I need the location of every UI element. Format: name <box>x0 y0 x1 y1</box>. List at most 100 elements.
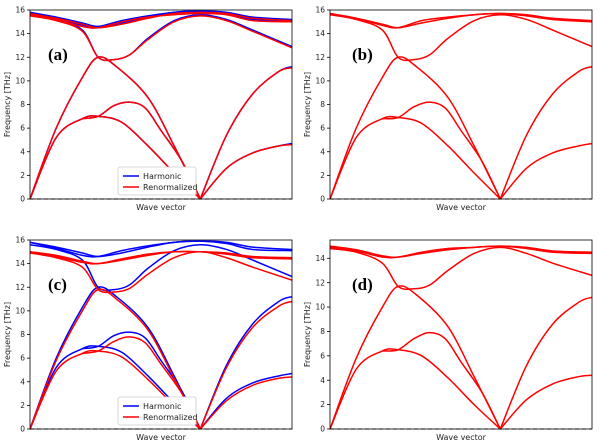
band-line-series-6 <box>499 65 592 199</box>
x-axis-label: Wave vector <box>136 203 187 212</box>
y-tick-label: 16 <box>315 6 325 15</box>
panel-c: 0 2 4 6 8 10 12 14 16 Frequency [THz] Wave vector (… <box>3 236 293 442</box>
band-line-renormalized-3 <box>30 250 292 265</box>
y-tick-label: 4 <box>320 376 325 385</box>
axes-frame <box>29 239 293 430</box>
band-line-series-7 <box>499 374 592 429</box>
legend-label: Renormalized <box>143 183 198 192</box>
band-line-renormalized-6 <box>199 300 292 429</box>
band-line-harmonic-7 <box>199 372 292 429</box>
y-tick-label: 4 <box>20 147 25 156</box>
panel-label: (a) <box>48 45 68 64</box>
band-line-renormalized-2 <box>81 101 202 199</box>
y-axis-label: Frequency [THz] <box>3 302 12 367</box>
panel-d: 0 2 4 6 8 10 12 14 Frequency [THz] Wave vector (d) <box>303 239 593 442</box>
legend-label: Renormalized <box>143 413 198 422</box>
band-line-harmonic-2 <box>81 331 202 429</box>
y-tick-label: 0 <box>20 195 25 204</box>
legend-label: Harmonic <box>143 172 181 181</box>
y-tick-label: 6 <box>320 124 325 133</box>
y-tick-label: 14 <box>315 254 325 263</box>
bands <box>330 12 592 199</box>
band-line-series-6 <box>499 296 592 429</box>
y-tick-label: 8 <box>320 100 325 109</box>
y-tick-label: 4 <box>320 147 325 156</box>
y-tick-label: 14 <box>15 29 25 38</box>
y-tick-label: 12 <box>15 53 25 62</box>
y-tick-label: 4 <box>20 377 25 386</box>
band-line-harmonic-4 <box>30 240 292 258</box>
band-line-series-1 <box>330 285 502 429</box>
band-line-renormalized-7 <box>199 376 292 429</box>
y-axis-label: Frequency [THz] <box>303 72 312 137</box>
legend-box <box>117 396 197 426</box>
y-tick-label: 8 <box>20 100 25 109</box>
band-line-series-0 <box>330 115 502 199</box>
band-line-series-0 <box>330 348 502 429</box>
band-line-series-3 <box>330 12 592 29</box>
y-tick-label: 14 <box>15 259 25 268</box>
y-tick-label: 0 <box>20 425 25 434</box>
band-line-renormalized-1 <box>30 288 202 429</box>
y-tick-label: 16 <box>15 236 25 245</box>
y-tick-label: 12 <box>15 283 25 292</box>
y-tick-label: 0 <box>320 195 325 204</box>
y-tick-label: 0 <box>320 425 325 434</box>
panel-a: 0 2 4 6 8 10 12 14 16 Frequency [THz] Wave vector (… <box>3 6 293 212</box>
band-line-series-4 <box>330 12 592 29</box>
y-tick-label: 8 <box>20 330 25 339</box>
y-tick-label: 2 <box>320 171 325 180</box>
legend-label: Harmonic <box>143 402 181 411</box>
y-tick-label: 10 <box>315 303 325 312</box>
band-line-renormalized-2 <box>81 336 202 429</box>
band-line-series-7 <box>499 142 592 199</box>
panel-label: (c) <box>48 275 67 294</box>
y-tick-label: 12 <box>315 53 325 62</box>
panel-b: 0 2 4 6 8 10 12 14 16 Frequency [THz] Wave vector (… <box>303 6 593 212</box>
y-tick-label: 16 <box>15 6 25 15</box>
legend-box <box>117 166 197 196</box>
band-line-renormalized-1 <box>30 56 202 199</box>
x-axis-label: Wave vector <box>436 433 487 442</box>
band-line-renormalized-4 <box>30 12 292 29</box>
band-line-harmonic-1 <box>30 286 202 429</box>
band-line-series-2 <box>381 331 502 429</box>
y-tick-label: 6 <box>20 124 25 133</box>
bands <box>30 10 292 199</box>
band-line-renormalized-6 <box>199 67 292 199</box>
band-line-harmonic-5 <box>30 243 292 292</box>
band-line-series-1 <box>330 56 502 199</box>
y-tick-label: 2 <box>20 171 25 180</box>
band-line-harmonic-7 <box>199 142 292 199</box>
band-line-series-3 <box>330 245 592 258</box>
y-axis-label: Frequency [THz] <box>303 302 312 367</box>
y-tick-label: 10 <box>15 76 25 85</box>
axes-frame <box>29 9 293 200</box>
x-axis-label: Wave vector <box>136 433 187 442</box>
band-line-series-4 <box>330 245 592 259</box>
y-tick-label: 2 <box>20 401 25 410</box>
band-line-renormalized-5 <box>30 251 292 294</box>
y-tick-label: 6 <box>320 351 325 360</box>
legend: Harmonic Renormalized <box>117 166 198 196</box>
legend: Harmonic Renormalized <box>117 396 198 426</box>
band-line-harmonic-6 <box>199 65 292 199</box>
band-line-renormalized-5 <box>30 15 292 62</box>
axes-frame <box>329 9 593 200</box>
band-line-series-5 <box>330 13 592 62</box>
y-tick-label: 12 <box>315 278 325 287</box>
y-axis-label: Frequency [THz] <box>3 72 12 137</box>
y-tick-label: 14 <box>315 29 325 38</box>
y-tick-label: 2 <box>320 400 325 409</box>
band-line-series-2 <box>381 101 502 199</box>
band-line-harmonic-3 <box>30 240 292 258</box>
band-line-renormalized-3 <box>30 11 292 29</box>
x-axis-label: Wave vector <box>436 203 487 212</box>
band-line-harmonic-6 <box>199 295 292 429</box>
panel-label: (d) <box>352 275 373 294</box>
bands <box>330 245 592 429</box>
band-line-series-5 <box>330 246 592 290</box>
band-line-renormalized-4 <box>30 250 292 265</box>
y-tick-label: 6 <box>20 354 25 363</box>
